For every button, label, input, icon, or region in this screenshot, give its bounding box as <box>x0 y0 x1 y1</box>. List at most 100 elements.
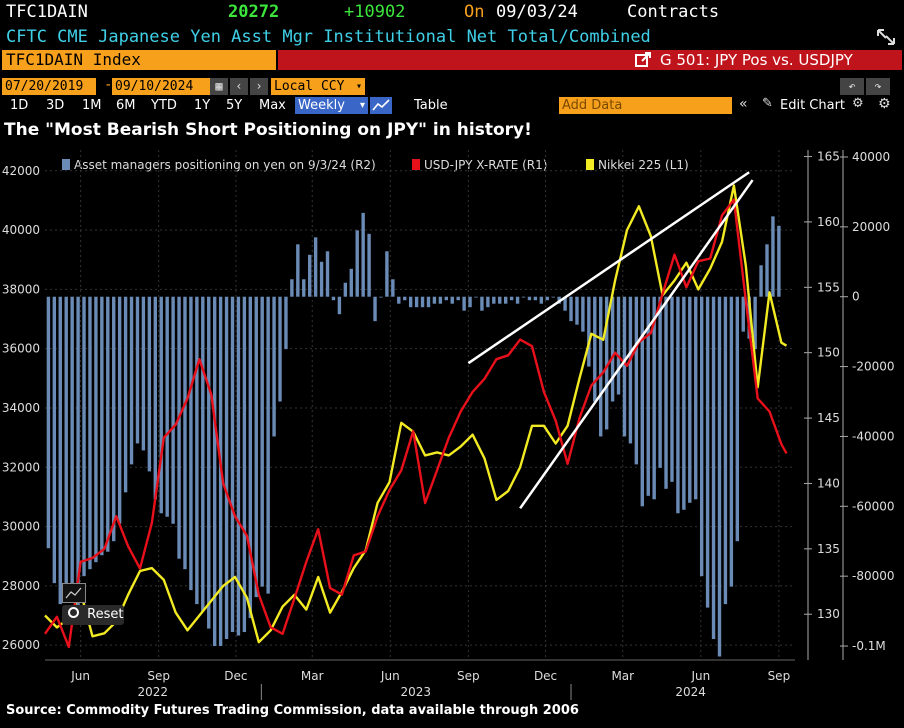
position-bar <box>189 296 193 591</box>
position-bar <box>593 296 597 402</box>
position-bar <box>729 296 734 587</box>
edit-icon[interactable]: ✎ <box>762 96 773 111</box>
position-bar <box>723 296 728 605</box>
left-tick-label: 28000 <box>2 579 40 593</box>
edit-chart-button[interactable]: Edit Chart <box>780 98 846 113</box>
range-max[interactable]: Max <box>259 98 286 113</box>
end-date-field[interactable]: 09/10/2024 <box>112 78 214 95</box>
settings-sliders-icon[interactable]: ⚙ <box>852 96 864 111</box>
range-6m[interactable]: 6M <box>116 98 136 113</box>
reset-icon <box>68 607 79 618</box>
position-bar <box>777 225 781 297</box>
legend-bars: Asset managers positioning on yen on 9/3… <box>62 158 376 172</box>
left-tick-label: 42000 <box>2 164 40 178</box>
on-label: On <box>464 2 485 22</box>
function-bar <box>278 50 902 70</box>
position-bar <box>218 296 223 647</box>
range-5y[interactable]: 5Y <box>226 98 243 113</box>
position-bar <box>254 296 258 598</box>
reset-label: Reset <box>87 607 124 622</box>
undo-icon[interactable]: ↶ <box>840 78 864 95</box>
position-bar <box>533 296 538 301</box>
line-chart-icon[interactable] <box>370 97 392 114</box>
currency-select[interactable]: Local CCY ▾ <box>271 78 365 95</box>
index-label[interactable]: TFC1DAIN Index <box>6 50 141 69</box>
position-bar <box>688 296 692 503</box>
range-1d[interactable]: 1D <box>10 98 29 113</box>
position-bar <box>212 296 217 647</box>
year-label: 2024 <box>675 685 706 699</box>
table-button[interactable]: Table <box>414 98 448 113</box>
right-axis-2-label: 0 <box>852 290 860 304</box>
position-bar <box>112 296 116 542</box>
right-axis-1-label: 165 <box>817 150 840 164</box>
x-tick-label: Dec <box>224 669 247 683</box>
security-field[interactable] <box>2 50 276 70</box>
collapse-icon[interactable]: « <box>739 96 748 112</box>
position-bar <box>195 296 199 605</box>
position-bar <box>343 282 348 297</box>
position-bar <box>355 230 359 297</box>
left-tick-label: 32000 <box>2 460 40 474</box>
date-separator: - <box>104 77 113 93</box>
redo-icon[interactable]: ↷ <box>866 78 890 95</box>
position-bar <box>747 296 751 339</box>
range-3d[interactable]: 3D <box>46 98 65 113</box>
legend-nikkei-swatch <box>586 159 594 170</box>
range-1m[interactable]: 1M <box>82 98 102 113</box>
right-axis-2-label: 40000 <box>852 150 890 164</box>
position-bar <box>438 296 443 304</box>
calendar-icon[interactable]: ▦ <box>210 78 228 95</box>
prev-period-button[interactable]: ‹ <box>230 78 248 95</box>
position-bar <box>717 296 722 657</box>
position-bar <box>260 296 264 587</box>
position-bar <box>628 296 633 444</box>
position-bar <box>302 279 306 297</box>
next-period-button[interactable]: › <box>250 78 268 95</box>
add-data-input[interactable]: Add Data <box>559 97 732 114</box>
position-bar <box>711 296 716 640</box>
expand-icon[interactable] <box>876 28 896 46</box>
frequency-select[interactable]: Weekly ▾ <box>295 97 368 114</box>
position-bar <box>236 296 241 636</box>
last-value: 20272 <box>228 2 280 22</box>
position-bar <box>599 296 603 437</box>
mini-chart-icon[interactable] <box>62 583 86 603</box>
position-bar <box>622 296 627 437</box>
right-axis-2-label: -40000 <box>852 429 895 443</box>
position-bar <box>272 296 276 437</box>
position-bar <box>771 216 775 297</box>
year-label: 2022 <box>137 685 168 699</box>
left-tick-label: 40000 <box>2 223 40 237</box>
gear-icon[interactable]: ⚙ <box>878 96 891 112</box>
right-axis-2-label: -20000 <box>852 360 895 374</box>
position-bar <box>699 296 704 577</box>
left-tick-label: 30000 <box>2 520 40 534</box>
position-bar <box>373 296 377 322</box>
position-bar <box>498 296 502 304</box>
legend-bars-label: Asset managers positioning on yen on 9/3… <box>74 158 376 172</box>
right-axis-2-label: 20000 <box>852 220 890 234</box>
series-lines <box>44 184 788 649</box>
reset-button[interactable]: Reset <box>62 605 124 625</box>
chart-title: The "Most Bearish Short Positioning on J… <box>4 120 532 140</box>
position-bar <box>741 296 745 332</box>
source-note: Source: Commodity Futures Trading Commis… <box>6 703 579 718</box>
popout-icon[interactable] <box>635 52 651 68</box>
position-bar <box>207 296 211 629</box>
position-bar <box>82 296 86 577</box>
legend-usdjpy-label: USD-JPY X-RATE (R1) <box>424 158 548 172</box>
position-bar <box>575 296 579 325</box>
position-bar <box>147 296 152 472</box>
upper-trendline <box>467 171 750 365</box>
function-label[interactable]: G 501: JPY Pos vs. USDJPY <box>660 51 853 69</box>
position-bar <box>331 296 336 301</box>
range-1y[interactable]: 1Y <box>194 98 211 113</box>
start-date-field[interactable]: 07/20/2019 <box>2 78 96 95</box>
position-bar <box>634 296 639 465</box>
position-bar <box>242 296 247 633</box>
legend-usdjpy: USD-JPY X-RATE (R1) <box>412 158 547 172</box>
range-ytd[interactable]: YTD <box>151 98 177 113</box>
nikkei-line <box>44 184 788 644</box>
left-tick-label: 38000 <box>2 282 40 296</box>
